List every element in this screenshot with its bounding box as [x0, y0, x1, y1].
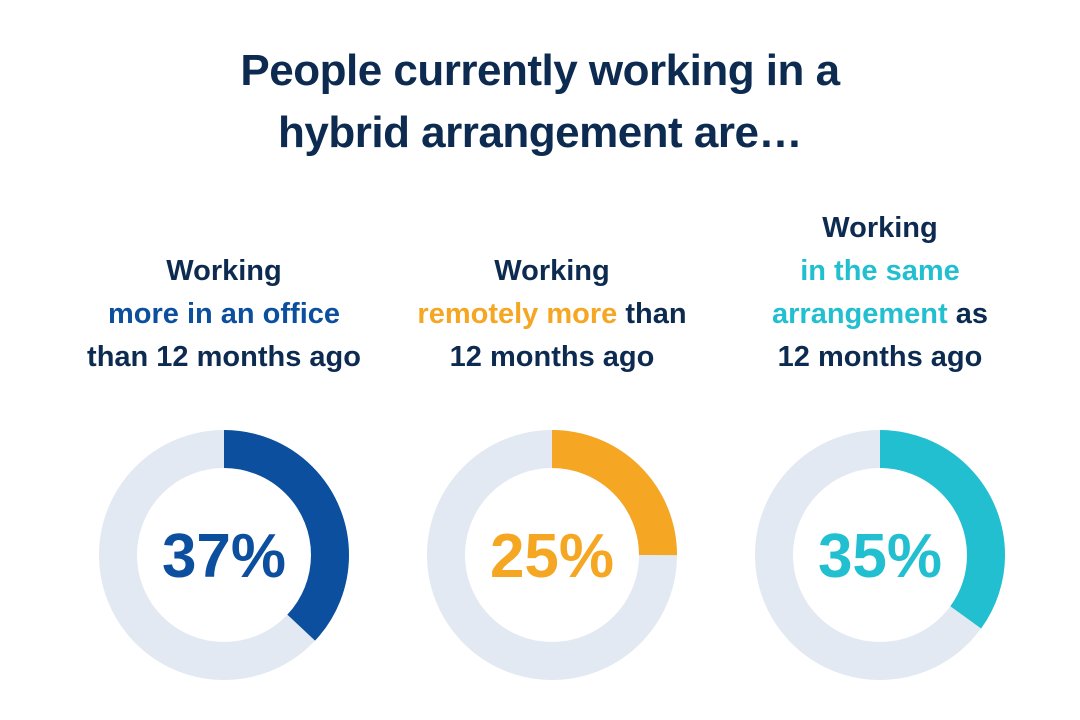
donut-arc-remote: [427, 430, 677, 680]
stat-label-remote: Working remotely more than 12 months ago: [382, 250, 722, 379]
label-text: Working: [822, 212, 938, 244]
chart-title: People currently working in a hybrid arr…: [0, 40, 1080, 164]
stat-panel-remote: Working remotely more than 12 months ago 2…: [382, 225, 722, 705]
donut-chart-same: 35%: [755, 430, 1005, 680]
label-line: than 12 months ago: [54, 336, 394, 379]
percentage-label-same: 35%: [818, 522, 942, 591]
label-line: more in an office: [54, 293, 394, 336]
label-line: in the same: [710, 250, 1050, 293]
stat-label-office: Working more in an office than 12 months a…: [54, 250, 394, 379]
label-text: than 12 months ago: [87, 341, 361, 373]
stat-label-same: Working in the same arrangement as 12 month…: [710, 207, 1050, 379]
donut-chart-office: 37%: [99, 430, 349, 680]
chart-title-line-2: hybrid arrangement are…: [278, 108, 803, 157]
donut-arc-office: [99, 430, 349, 680]
label-accent-text: arrangement: [772, 298, 948, 330]
donut-chart-remote: 25%: [427, 430, 677, 680]
percentage-label-remote: 25%: [490, 522, 614, 591]
label-line: remotely more than: [382, 293, 722, 336]
label-text: Working: [494, 255, 610, 287]
stat-panel-same: Working in the same arrangement as 12 month…: [710, 212, 1050, 705]
label-accent-text: in the same: [800, 255, 960, 287]
label-text: than: [617, 298, 687, 330]
label-line: Working: [54, 250, 394, 293]
chart-title-line-1: People currently working in a: [240, 46, 840, 95]
label-accent-text: remotely more: [417, 298, 618, 330]
label-text: as: [947, 298, 988, 330]
label-line: 12 months ago: [710, 336, 1050, 379]
label-line: Working: [382, 250, 722, 293]
label-text: 12 months ago: [777, 341, 983, 373]
label-line: 12 months ago: [382, 336, 722, 379]
label-line: Working: [710, 207, 1050, 250]
stat-panel-office: Working more in an office than 12 months a…: [54, 225, 394, 705]
donut-arc-same: [755, 430, 1005, 680]
percentage-label-office: 37%: [162, 522, 286, 591]
label-accent-text: more in an office: [107, 298, 341, 330]
label-line: arrangement as: [710, 293, 1050, 336]
label-text: 12 months ago: [449, 341, 655, 373]
label-text: Working: [166, 255, 282, 287]
